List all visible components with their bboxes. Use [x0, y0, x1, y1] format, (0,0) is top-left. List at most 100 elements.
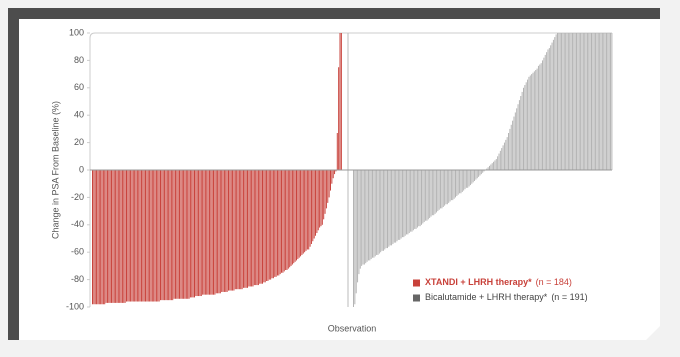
bar: [450, 170, 452, 201]
bar: [187, 170, 189, 299]
bar: [240, 170, 242, 290]
bar: [366, 170, 368, 262]
bar: [97, 170, 99, 305]
bar: [214, 170, 216, 295]
bar: [93, 170, 95, 305]
bar: [514, 112, 516, 170]
bar: [330, 170, 331, 191]
bar: [204, 170, 206, 295]
bar: [463, 170, 465, 191]
y-axis-label: Change in PSA From Baseline (%): [50, 101, 60, 239]
bar: [527, 79, 529, 170]
bar: [585, 33, 587, 170]
bar: [226, 170, 228, 292]
bar: [253, 170, 255, 286]
bar: [203, 170, 205, 295]
bar: [146, 170, 148, 302]
bar: [558, 33, 560, 170]
bar: [563, 33, 565, 170]
bar: [228, 170, 229, 291]
bar: [289, 170, 291, 268]
bar: [361, 170, 363, 266]
y-tick-label: -60: [71, 247, 84, 257]
bar: [387, 170, 388, 249]
bar: [578, 33, 580, 170]
bar: [521, 91, 523, 170]
bar: [603, 33, 605, 170]
bar: [518, 100, 520, 170]
bar: [340, 33, 342, 170]
legend-swatch: [413, 294, 420, 302]
bar: [512, 120, 514, 170]
legend-label: XTANDI + LHRH therapy* (n = 184): [425, 277, 572, 287]
bar: [130, 170, 132, 302]
bar: [211, 170, 213, 295]
bar: [459, 170, 461, 194]
bar: [537, 65, 539, 170]
y-tick-label: 60: [74, 82, 84, 92]
bar: [478, 170, 480, 177]
legend-n: (n = 191): [551, 292, 587, 302]
bar: [474, 170, 476, 181]
bar: [117, 170, 119, 303]
bar: [399, 170, 401, 240]
bar: [427, 170, 429, 220]
bar: [503, 142, 505, 170]
bar: [403, 170, 405, 238]
bar: [225, 170, 227, 292]
bar: [147, 170, 149, 302]
bar: [437, 170, 439, 212]
bar: [306, 170, 308, 250]
bar: [490, 164, 492, 170]
bar: [312, 170, 314, 242]
bar: [222, 170, 224, 292]
bar: [332, 170, 334, 179]
bar: [599, 33, 601, 170]
bar: [506, 137, 508, 170]
bar: [196, 170, 198, 297]
bar: [138, 170, 140, 302]
bar: [143, 170, 145, 302]
bar: [414, 170, 416, 229]
bar: [104, 170, 106, 305]
bar: [596, 33, 598, 170]
bar: [94, 170, 96, 305]
bar: [238, 170, 240, 290]
bar: [183, 170, 185, 299]
bar: [471, 170, 473, 184]
bar: [172, 170, 174, 301]
y-tick-label: 0: [79, 164, 84, 174]
bar: [232, 170, 234, 291]
bar: [557, 33, 558, 170]
y-tick-label: 40: [74, 110, 84, 120]
bar: [206, 170, 208, 295]
bar: [192, 170, 194, 298]
bar: [373, 170, 375, 258]
bar: [210, 170, 212, 295]
bar: [242, 170, 244, 288]
bar: [151, 170, 153, 302]
bar: [283, 170, 285, 272]
bar: [595, 33, 597, 170]
bar: [468, 170, 470, 187]
bar: [260, 170, 262, 284]
bar: [419, 170, 421, 227]
bar: [281, 170, 283, 273]
bar: [469, 170, 471, 186]
bar: [475, 170, 477, 180]
bar: [476, 170, 478, 179]
bar: [385, 170, 387, 249]
bar: [425, 170, 427, 221]
bar: [319, 170, 321, 228]
bar: [542, 60, 544, 170]
bar: [109, 170, 111, 303]
bar: [539, 64, 541, 170]
bar: [464, 170, 466, 190]
bar: [591, 33, 592, 170]
legend-label: Bicalutamide + LHRH therapy* (n = 191): [425, 292, 588, 302]
bar: [372, 170, 374, 258]
bar: [406, 170, 408, 235]
bar: [116, 170, 118, 303]
bar: [561, 33, 563, 170]
bar: [407, 170, 409, 235]
